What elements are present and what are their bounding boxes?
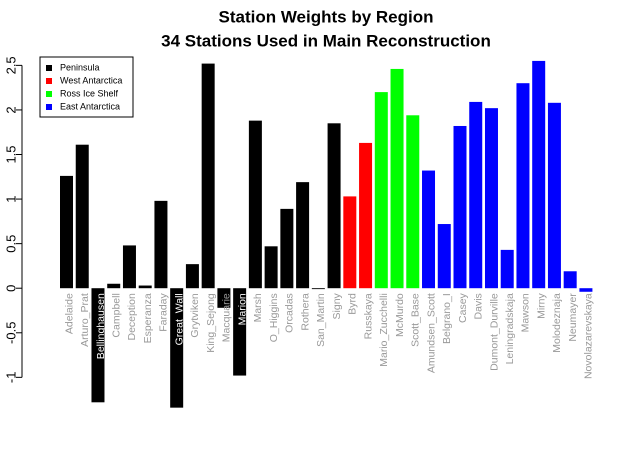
x-tick-label: Amundsen_Scott: [425, 293, 437, 373]
x-tick-label: Molodeznaja: [551, 293, 563, 353]
bar: [406, 115, 420, 289]
bar: [500, 249, 514, 289]
legend-label: East Antarctica: [60, 101, 120, 111]
x-tick-label: Mirny: [535, 292, 547, 318]
x-tick-label: Mario_Zucchelli: [378, 293, 390, 367]
bar: [311, 288, 325, 290]
bar: [547, 102, 561, 289]
bar: [107, 283, 121, 289]
bar: [484, 108, 498, 289]
x-tick-label: Byrd: [347, 293, 359, 315]
x-tick-label: Faraday: [158, 292, 170, 331]
x-tick-label: Leningradskaja: [504, 293, 516, 364]
bar: [343, 196, 357, 289]
bar: [185, 264, 199, 289]
legend-swatch: [46, 78, 52, 84]
chart-subtitle: 34 Stations Used in Main Reconstruction: [161, 31, 491, 50]
x-tick-label: Grytviken: [189, 293, 201, 338]
x-tick-label: San_Martin: [315, 293, 327, 347]
bar: [563, 271, 577, 289]
x-tick-label: Novolazarevskaya: [583, 293, 595, 379]
bar: [248, 120, 262, 289]
legend-swatch: [46, 104, 52, 110]
x-tick-label: O_Higgins: [268, 293, 280, 342]
bar: [453, 125, 467, 289]
bar: [217, 288, 231, 308]
bar: [532, 60, 546, 289]
x-tick-label: Esperanza: [142, 293, 154, 343]
bar: [390, 68, 404, 289]
y-tick-label: 0.5: [3, 235, 18, 253]
bar: [154, 200, 168, 289]
x-tick-label: Arturo_Prat: [79, 293, 91, 347]
bar: [201, 63, 215, 289]
x-tick-label: Casey: [457, 292, 469, 323]
x-tick-label: McMurdo: [394, 293, 406, 337]
bar: [75, 144, 89, 289]
x-tick-label: Davis: [473, 293, 485, 319]
bar: [437, 224, 451, 289]
x-tick-label: Campbell: [111, 293, 123, 337]
bar: [327, 123, 341, 289]
x-tick-label: Belgrano_I: [441, 293, 453, 344]
bar: [60, 175, 73, 289]
x-tick-label: Rothera: [299, 293, 311, 331]
x-tick-label: Marsh: [252, 293, 264, 322]
x-tick-label: Great_Wall: [173, 293, 185, 345]
bar: [91, 288, 105, 403]
x-tick-label: Signy: [331, 292, 343, 319]
legend-label: Peninsula: [60, 62, 100, 72]
x-tick-label: Marion: [236, 293, 248, 325]
bar: [359, 142, 373, 289]
bar: [516, 83, 530, 289]
x-tick-label: Deception: [126, 293, 138, 340]
bar: [374, 92, 388, 289]
bar: [138, 285, 152, 289]
x-tick-label: Neumayer: [567, 293, 579, 342]
bar: [422, 170, 436, 289]
x-tick-label: Orcadas: [284, 293, 296, 333]
legend-label: Ross Ice Shelf: [60, 88, 119, 98]
y-tick-label: -0.5: [3, 322, 18, 344]
y-tick-label: 2: [3, 106, 18, 113]
bar: [579, 288, 593, 292]
y-tick-label: 2.5: [3, 56, 18, 74]
bar: [469, 101, 483, 289]
chart-title: Station Weights by Region: [218, 7, 433, 26]
bar: [170, 288, 184, 408]
x-tick-label: Scott_Base: [410, 293, 422, 347]
y-tick-label: 1: [3, 195, 18, 202]
x-tick-label: Russkaya: [362, 293, 374, 339]
x-tick-label: King_Sejong: [205, 293, 217, 353]
y-tick-label: 1.5: [3, 145, 18, 163]
y-tick-label: 0: [3, 285, 18, 292]
x-tick-label: Dumont_Durville: [488, 293, 500, 371]
y-tick-label: -1: [3, 372, 18, 384]
x-tick-label: Mawson: [520, 293, 532, 332]
bar: [122, 245, 136, 289]
legend-label: West Antarctica: [60, 75, 122, 85]
bar: [280, 208, 294, 289]
bar: [233, 288, 247, 376]
bar: [296, 182, 310, 289]
x-tick-label: Bellinghausen: [95, 293, 107, 359]
x-tick-label: Macquarie: [221, 293, 233, 342]
legend-box: [39, 56, 134, 118]
x-tick-label: Adelaide: [63, 293, 75, 334]
legend-swatch: [46, 91, 52, 97]
legend-swatch: [46, 65, 52, 71]
bar: [264, 246, 278, 289]
